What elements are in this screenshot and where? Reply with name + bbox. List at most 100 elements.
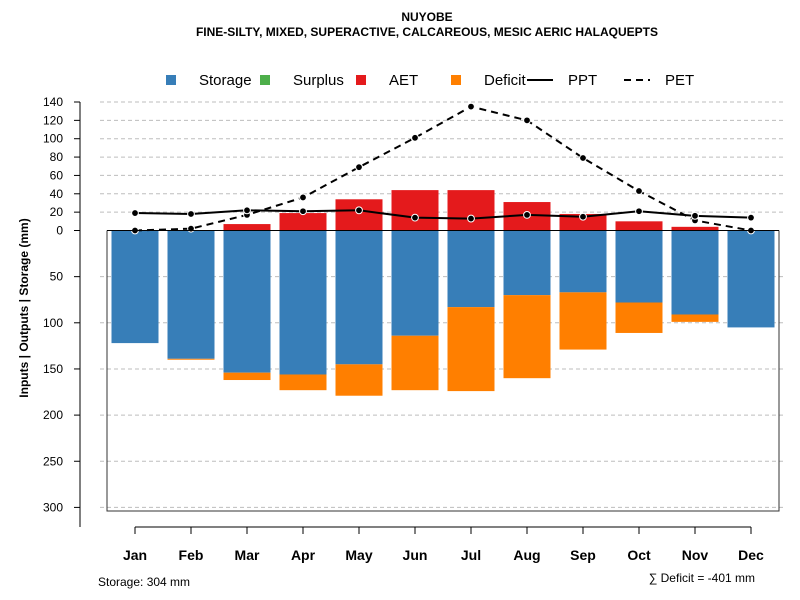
lines [131,102,755,235]
ppt-point [131,209,139,217]
ppt-point [467,214,475,223]
aet-bar [223,224,271,231]
pet-point [635,187,643,195]
x-tick-label: Feb [179,547,204,563]
legend-swatch [356,75,366,85]
legend-label: Deficit [484,72,527,89]
storage-footer: Storage: 304 mm [98,575,190,589]
y-tick-label: 80 [50,150,64,164]
legend-label: Storage [199,72,252,89]
pet-point [411,133,419,142]
x-tick-label: Apr [291,547,316,563]
y-tick-label: 100 [43,132,63,146]
x-tick-label: Nov [682,547,709,563]
ppt-point [187,210,195,218]
storage-bar [447,230,495,308]
ppt-point [299,207,307,216]
ppt-point [691,211,699,220]
chart-title: NUYOBE [401,10,452,24]
y-tick-label: 140 [43,95,63,109]
y-tick-label: 0 [56,224,63,238]
legend-label: PET [665,72,694,89]
pet-point [523,116,531,125]
ppt-point [523,210,531,219]
pet-point [187,224,195,233]
deficit-bar [335,364,383,396]
deficit-bar [559,292,607,350]
aet-bar [559,213,607,231]
y-tick-label: 40 [50,187,64,201]
y-tick-label: 200 [43,408,63,422]
deficit-bar [391,335,439,391]
x-tick-label: Dec [738,547,764,563]
deficit-bar [279,374,327,391]
legend-label: AET [389,72,418,89]
chart-subtitle: FINE-SILTY, MIXED, SUPERACTIVE, CALCAREO… [196,25,658,39]
aet-bar [615,221,663,231]
pet-point [355,163,363,172]
y-tick-label: 20 [50,205,64,219]
pet-line [134,105,752,232]
pet-point [299,193,307,202]
pet-point [467,102,475,111]
ppt-point [411,213,419,222]
y-axis-label: Inputs | Outputs | Storage (mm) [17,218,31,397]
y-tick-label: 60 [50,168,64,182]
deficit-bar [447,307,495,392]
storage-bar [559,230,607,293]
ppt-line [134,209,752,220]
x-tick-label: Sep [570,547,596,563]
ppt-point [635,207,643,216]
y-tick-label: 120 [43,113,63,127]
aet-bar [391,190,439,231]
x-tick-label: Jul [461,547,481,563]
y-tick-label: 150 [43,362,63,376]
legend-swatch [166,75,176,85]
x-tick-label: Jan [123,547,147,563]
storage-bar [391,230,439,336]
deficit-bar [671,314,719,322]
deficit-bar [503,295,551,379]
ppt-point [243,206,251,215]
ppt-point [579,212,587,221]
storage-bar [727,230,775,328]
y-tick-label: 300 [43,500,63,514]
x-tick-label: Jun [403,547,428,563]
deficit-bar [223,372,271,381]
ppt-point [747,213,755,222]
storage-bar [671,230,719,315]
legend: Storage Surplus AET Deficit PPT PET [166,72,694,89]
storage-bar [167,230,215,359]
legend-label: Surplus [293,72,344,89]
storage-capacity-frame [106,230,780,512]
aet-bar [279,213,327,231]
ppt-point [355,206,363,215]
deficit-footer: ∑ Deficit = -401 mm [649,571,755,585]
gridlines [100,101,786,508]
deficit-bar [615,302,663,333]
aet-bar [447,190,495,231]
storage-bar [223,230,271,373]
storage-bar [615,230,663,303]
legend-label: PPT [568,72,597,89]
x-tick-label: Oct [627,547,651,563]
x-tick-label: May [345,547,372,563]
storage-bar [503,230,551,296]
y-tick-label: 50 [50,270,64,284]
x-tick-label: Aug [513,547,540,563]
deficit-bar [167,358,215,360]
x-tick-label: Mar [235,547,260,563]
pet-point [579,154,587,162]
y-tick-label: 250 [43,454,63,468]
aet-bar [335,199,383,231]
aet-bar [671,226,719,231]
storage-bar [335,230,383,365]
legend-swatch [451,75,461,85]
bars [111,190,775,396]
y-tick-label: 100 [43,316,63,330]
storage-bar [111,230,159,344]
storage-bar [279,230,327,375]
legend-swatch [260,75,270,85]
